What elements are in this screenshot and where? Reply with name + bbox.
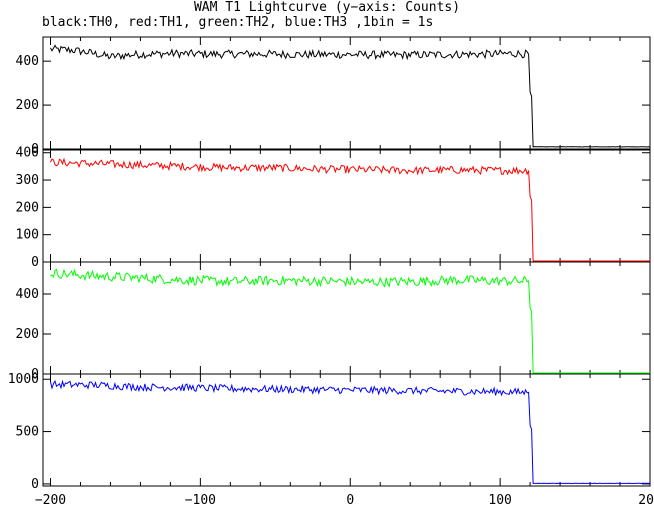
panel-frame-th3 (42, 373, 651, 487)
y-tick-label: 400 (16, 54, 39, 69)
y-tick-label: 200 (16, 200, 39, 215)
y-tick-label: 400 (16, 287, 39, 302)
x-tick-label: 0 (346, 493, 354, 505)
y-tick-label: 0 (31, 477, 39, 492)
y-tick-label: 200 (16, 327, 39, 342)
y-tick-label: 0 (31, 367, 39, 382)
y-tick-label: 100 (16, 228, 39, 243)
y-tick-label: 300 (16, 173, 39, 188)
series-line-th3 (50, 379, 650, 485)
y-tick-label: 200 (16, 98, 39, 113)
x-tick-label: 100 (488, 493, 511, 505)
x-tick-label: −200 (35, 493, 66, 505)
y-tick-label: 0 (31, 255, 39, 270)
panel-frame-th1 (42, 149, 651, 263)
series-line-th0 (50, 44, 651, 148)
chart-title: WAM T1 Lightcurve (y−axis: Counts) (193, 0, 461, 15)
chart-subtitle: black:TH0, red:TH1, green:TH2, blue:TH3 … (42, 15, 434, 30)
y-tick-label: 400 (16, 146, 39, 161)
y-tick-label: 0 (31, 142, 39, 157)
panel-frame-th0 (42, 36, 651, 150)
y-tick-label: 500 (16, 425, 39, 440)
series-line-th1 (50, 157, 650, 262)
series-line-th2 (50, 268, 650, 374)
x-tick-label: −100 (185, 493, 216, 505)
x-tick-label: 200 (638, 493, 654, 505)
y-tick-label: 1000 (8, 372, 39, 387)
